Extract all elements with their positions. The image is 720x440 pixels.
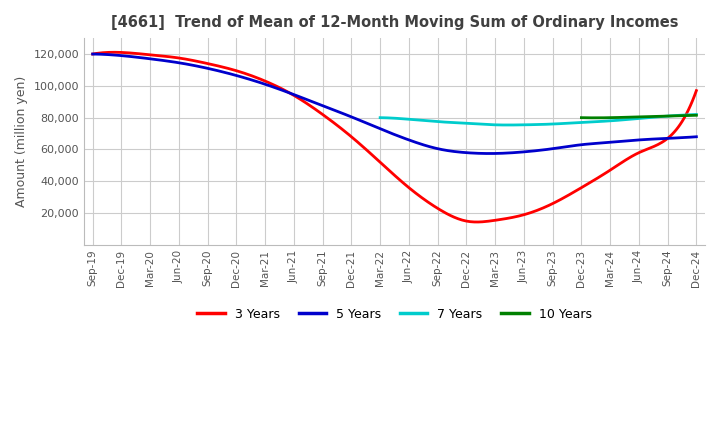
Title: [4661]  Trend of Mean of 12-Month Moving Sum of Ordinary Incomes: [4661] Trend of Mean of 12-Month Moving … (111, 15, 678, 30)
Y-axis label: Amount (million yen): Amount (million yen) (15, 76, 28, 207)
Legend: 3 Years, 5 Years, 7 Years, 10 Years: 3 Years, 5 Years, 7 Years, 10 Years (192, 303, 597, 326)
